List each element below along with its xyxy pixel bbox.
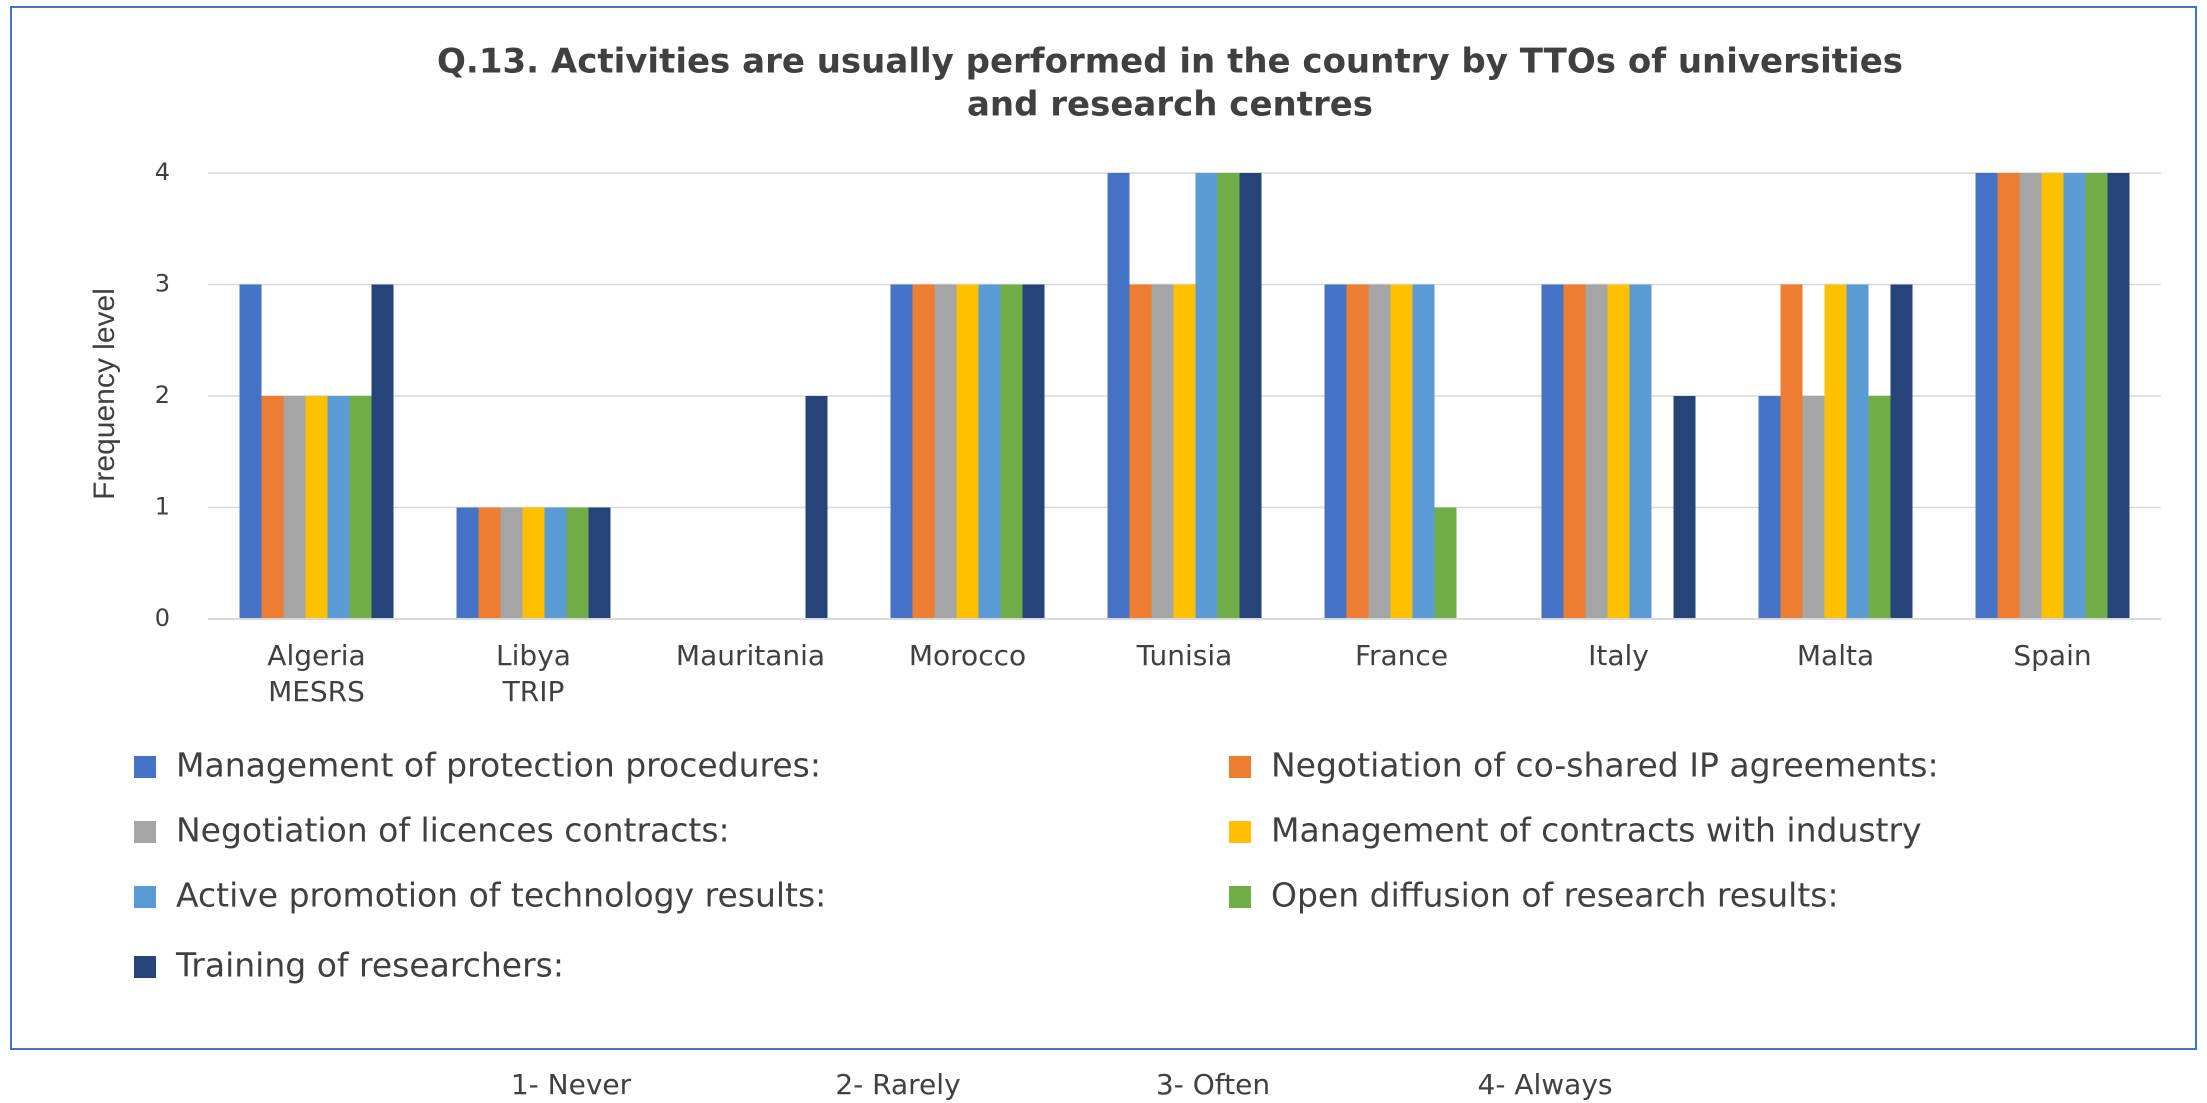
bar (1107, 173, 1130, 619)
legend-label: Negotiation of licences contracts: (176, 811, 730, 850)
bar (283, 396, 306, 619)
legend-label: Open diffusion of research results: (1271, 876, 1839, 915)
legend-label: Active promotion of technology results: (176, 876, 826, 915)
bar (456, 507, 479, 619)
bar (2041, 173, 2064, 619)
legend-label: Management of protection procedures: (176, 746, 821, 785)
bar (1195, 173, 1218, 619)
bar (1890, 284, 1913, 619)
y-tick-label: 4 (155, 158, 170, 186)
bar (912, 284, 935, 619)
bar (1629, 284, 1652, 619)
x-tick-label: Malta (1797, 639, 1874, 672)
bar (805, 396, 828, 619)
bar (890, 284, 913, 619)
x-tick-label: Spain (2013, 639, 2091, 672)
bar (1000, 284, 1023, 619)
bar (239, 284, 262, 619)
bar (1824, 284, 1847, 619)
bar (1129, 284, 1152, 619)
y-tick-label: 2 (155, 381, 170, 409)
legend-swatch (1229, 821, 1251, 843)
bar (1173, 284, 1196, 619)
scale-label: 1- Never (511, 1068, 632, 1101)
bar (1780, 284, 1803, 619)
x-tick-label: Italy (1588, 639, 1649, 672)
bar (934, 284, 957, 619)
bar (956, 284, 979, 619)
bar (2085, 173, 2108, 619)
x-tick-label: Algeria MESRS (267, 639, 365, 708)
bar (349, 396, 372, 619)
bar (1434, 507, 1457, 619)
legend-swatch (1229, 756, 1251, 778)
bar (2063, 173, 2086, 619)
bar (1563, 284, 1586, 619)
legend-swatch (134, 821, 156, 843)
bar (305, 396, 328, 619)
x-tick-label: Libya TRIP (496, 639, 571, 708)
bar (478, 507, 501, 619)
x-tick-label: Tunisia (1136, 639, 1233, 672)
bar (1975, 173, 1998, 619)
bar (500, 507, 523, 619)
bar (1585, 284, 1608, 619)
scale-label: 2- Rarely (835, 1068, 960, 1101)
bar (1758, 396, 1781, 619)
y-tick-label: 0 (155, 604, 170, 632)
y-axis-label: Frequency level (88, 288, 121, 500)
bar (1541, 284, 1564, 619)
bar (327, 396, 350, 619)
chart-title: and research centres (967, 85, 1373, 125)
bar (1997, 173, 2020, 619)
bar (1368, 284, 1391, 619)
x-tick-label: Morocco (909, 639, 1026, 672)
bar (522, 507, 545, 619)
legend-swatch (134, 956, 156, 978)
x-tick-label: France (1355, 639, 1448, 672)
legend-label: Negotiation of co-shared IP agreements: (1271, 746, 1939, 785)
bar (978, 284, 1001, 619)
bar (544, 507, 567, 619)
bar (1151, 284, 1174, 619)
bar (1673, 396, 1696, 619)
legend-label: Training of researchers: (175, 946, 564, 985)
bar (2107, 173, 2130, 619)
bar (1802, 396, 1825, 619)
legend-label: Management of contracts with industry (1271, 811, 1922, 850)
bar (261, 396, 284, 619)
bar (1324, 284, 1347, 619)
bar (371, 284, 394, 619)
y-tick-label: 3 (155, 270, 170, 298)
bar (1412, 284, 1435, 619)
scale-label: 3- Often (1156, 1068, 1270, 1101)
bar (566, 507, 589, 619)
bar (1346, 284, 1369, 619)
bar (1390, 284, 1413, 619)
chart-title: Q.13. Activities are usually performed i… (437, 42, 1903, 82)
legend-swatch (134, 886, 156, 908)
legend-swatch (1229, 886, 1251, 908)
x-tick-label: Mauritania (676, 639, 825, 672)
bar (1846, 284, 1869, 619)
bar (1607, 284, 1630, 619)
bar (1217, 173, 1240, 619)
bar (1022, 284, 1045, 619)
legend-swatch (134, 756, 156, 778)
bar (2019, 173, 2042, 619)
scale-label: 4- Always (1478, 1068, 1613, 1101)
y-tick-label: 1 (155, 493, 170, 521)
bar (588, 507, 611, 619)
bar (1868, 396, 1891, 619)
bar (1239, 173, 1262, 619)
